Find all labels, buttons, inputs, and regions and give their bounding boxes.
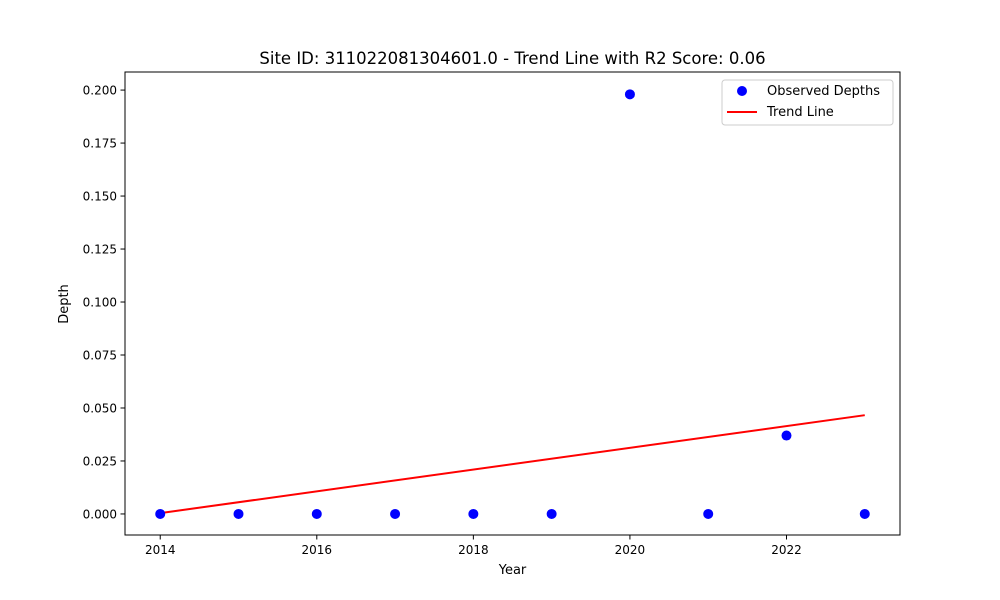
x-tick-label: 2014 — [145, 543, 176, 557]
y-axis-label: Depth — [57, 284, 72, 324]
observed-depth-point — [311, 508, 322, 519]
observed-depth-point — [233, 508, 244, 519]
plot-layer — [155, 89, 870, 519]
y-tick-label: 0.175 — [83, 137, 117, 151]
observed-depth-point — [155, 508, 166, 519]
x-axis-label: Year — [498, 563, 527, 578]
legend-box — [721, 79, 894, 126]
x-tick-label: 2018 — [458, 543, 489, 557]
observed-depth-point — [390, 508, 401, 519]
y-tick-label: 0.000 — [83, 507, 117, 521]
observed-depth-point — [859, 508, 870, 519]
observed-depth-point — [546, 508, 557, 519]
x-tick-label: 2020 — [615, 543, 646, 557]
y-tick-label: 0.150 — [83, 190, 117, 204]
y-tick-label: 0.025 — [83, 454, 117, 468]
y-tick-label: 0.100 — [83, 296, 117, 310]
x-tick-label: 2016 — [302, 543, 333, 557]
legend-label-observed-depths: Observed Depths — [767, 84, 880, 99]
observed-depth-point — [468, 508, 479, 519]
x-tick-label: 2022 — [771, 543, 802, 557]
observed-depth-point — [703, 508, 714, 519]
observed-depth-point — [781, 430, 792, 441]
y-tick-label: 0.075 — [83, 349, 117, 363]
observed-depth-point — [624, 89, 635, 100]
y-tick-label: 0.050 — [83, 401, 117, 415]
y-tick-label: 0.200 — [83, 84, 117, 98]
legend: Observed Depths Trend Line — [721, 79, 894, 126]
y-tick-label: 0.125 — [83, 243, 117, 257]
chart-title: Site ID: 311022081304601.0 - Trend Line … — [259, 49, 765, 68]
legend-label-trend-line: Trend Line — [766, 105, 834, 120]
plot-frame — [124, 71, 901, 536]
legend-marker-observed-depths — [737, 86, 747, 96]
trend-line — [160, 414, 865, 515]
axis-layer: 2014 2016 2018 2020 2022 0.000 0.025 0.050 0.075… — [83, 84, 802, 557]
